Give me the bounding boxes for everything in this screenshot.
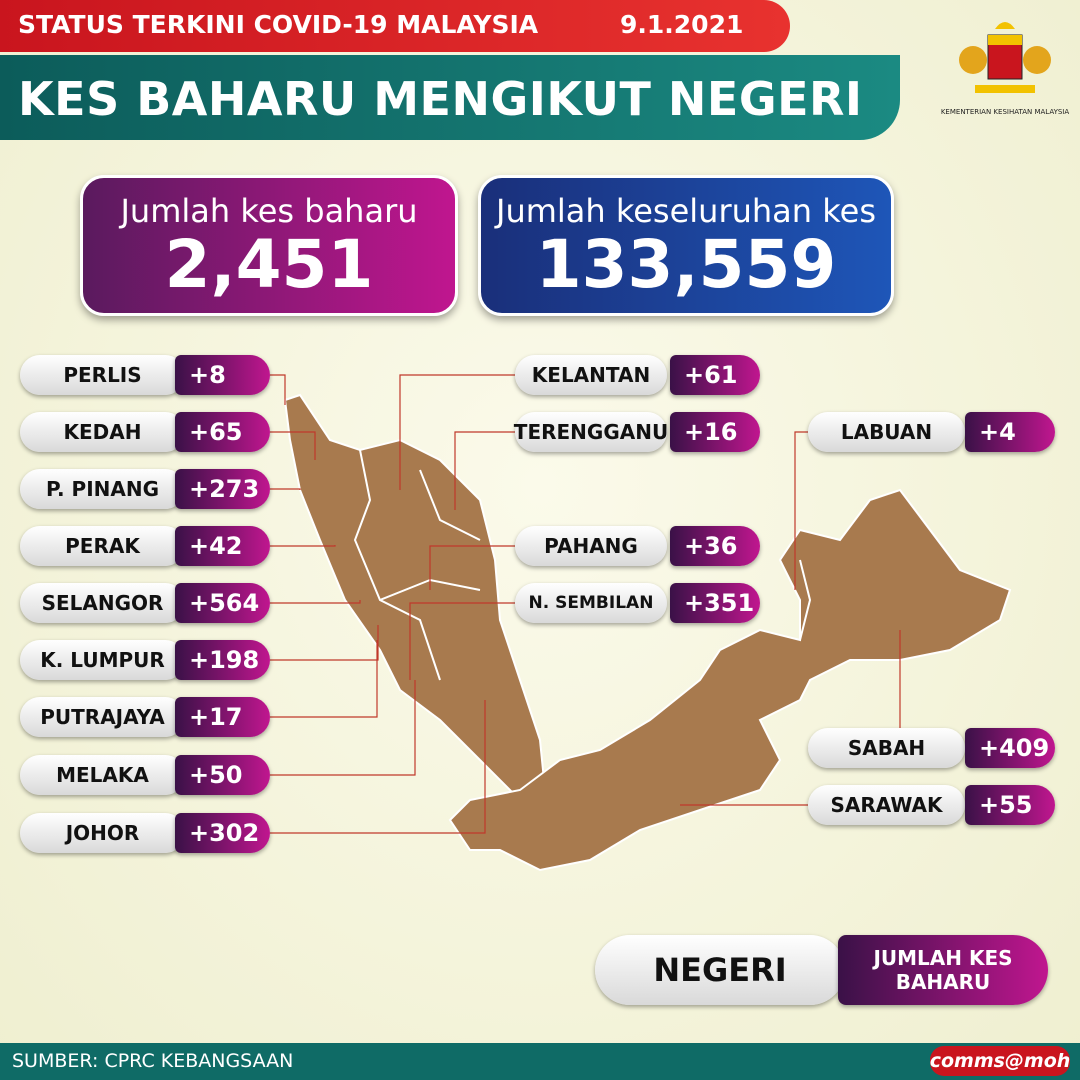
leader-line (270, 640, 378, 718)
leader-line (270, 680, 416, 776)
legend-state: NEGERI (595, 935, 845, 1005)
ministry-name: KEMENTERIAN KESIHATAN MALAYSIA (940, 108, 1070, 116)
state-borders (353, 449, 812, 681)
state-cases: +55 (965, 785, 1055, 825)
state-name: PAHANG (515, 526, 667, 566)
state-name: TERENGGANU (514, 412, 668, 452)
state-name: MELAKA (20, 755, 185, 795)
total-label: Jumlah keseluruhan kes (496, 192, 876, 230)
state-cases: +198 (175, 640, 270, 680)
leader-line (270, 625, 379, 661)
state-name: SARAWAK (808, 785, 965, 825)
state-cases: +351 (670, 583, 760, 623)
ministry-logo (959, 22, 1051, 93)
state-name: JOHOR (20, 813, 185, 853)
state-cases: +50 (175, 755, 270, 795)
leader-line (270, 600, 361, 604)
leader-line (270, 700, 486, 834)
state-name: PERLIS (20, 355, 185, 395)
state-cases: +8 (175, 355, 270, 395)
date: 9.1.2021 (620, 10, 744, 39)
state-cases: +302 (175, 813, 270, 853)
state-cases: +61 (670, 355, 760, 395)
leader-line (270, 374, 286, 405)
legend-cases: JUMLAH KES BAHARU (838, 935, 1048, 1005)
state-name: K. LUMPUR (20, 640, 185, 680)
status-text: STATUS TERKINI COVID-19 MALAYSIA (18, 10, 539, 39)
state-name: SELANGOR (20, 583, 185, 623)
leader-line (454, 431, 515, 510)
total-box: Jumlah kes baharu 2,451 (80, 175, 458, 316)
brand: comms@moh (930, 1046, 1070, 1076)
state-cases: +564 (175, 583, 270, 623)
state-cases: +36 (670, 526, 760, 566)
footer-bar (0, 1043, 1080, 1080)
state-name: LABUAN (808, 412, 965, 452)
state-cases: +4 (965, 412, 1055, 452)
title-bar (0, 55, 900, 140)
leader-line (270, 431, 316, 460)
state-name: N. SEMBILAN (515, 583, 667, 623)
state-cases: +16 (670, 412, 760, 452)
source: SUMBER: CPRC KEBANGSAAN (12, 1050, 294, 1072)
state-cases: +42 (175, 526, 270, 566)
leader-line (270, 488, 301, 490)
total-box: Jumlah keseluruhan kes 133,559 (478, 175, 894, 316)
total-value: 2,451 (164, 226, 374, 303)
state-name: SABAH (808, 728, 965, 768)
state-name: PERAK (20, 526, 185, 566)
leader-line (399, 374, 515, 490)
peninsular-map (283, 393, 547, 802)
borneo-map (448, 488, 1012, 872)
leader-line (409, 602, 515, 680)
state-name: P. PINANG (20, 469, 185, 509)
state-cases: +273 (175, 469, 270, 509)
total-value: 133,559 (535, 226, 837, 303)
leader-line (429, 545, 515, 590)
state-cases: +409 (965, 728, 1055, 768)
leader-line (794, 431, 808, 590)
state-name: PUTRAJAYA (20, 697, 185, 737)
state-name: KELANTAN (515, 355, 667, 395)
leader-line (270, 545, 336, 547)
total-label: Jumlah kes baharu (120, 192, 418, 230)
state-cases: +65 (175, 412, 270, 452)
header-bar (0, 0, 790, 52)
state-cases: +17 (175, 697, 270, 737)
title: KES BAHARU MENGIKUT NEGERI (18, 72, 863, 126)
state-name: KEDAH (20, 412, 185, 452)
